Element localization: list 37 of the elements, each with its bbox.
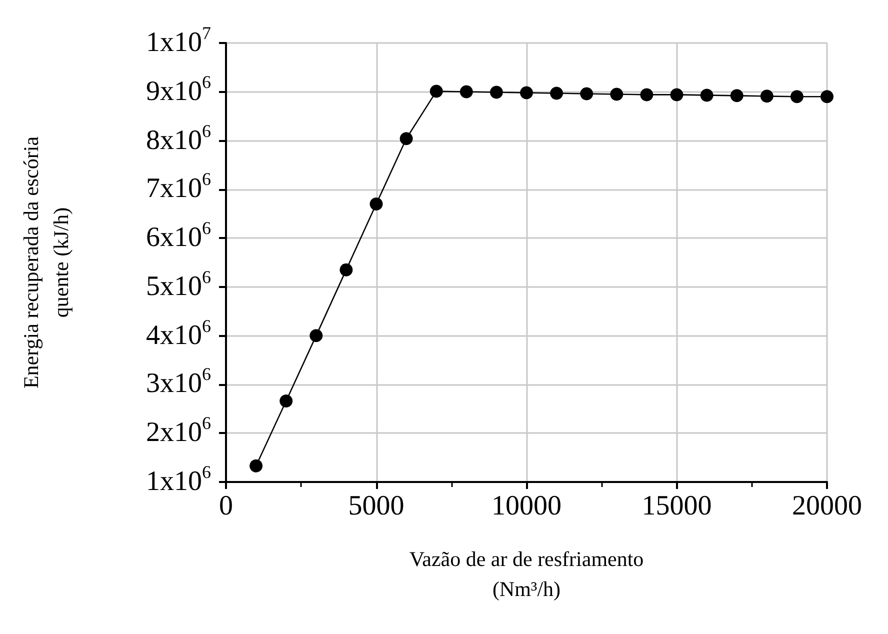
point bbox=[490, 86, 503, 99]
point bbox=[520, 86, 533, 100]
point bbox=[580, 87, 594, 100]
point bbox=[460, 85, 473, 98]
point bbox=[790, 90, 804, 104]
point bbox=[820, 90, 834, 104]
y-axis-title: Energia recuperada da escória quente (kJ/h) bbox=[19, 136, 73, 389]
y-tick-label: 6x10$^{6}$ bbox=[146, 218, 211, 254]
y-tick-label: 3x10$^{6}$ bbox=[146, 364, 211, 400]
point bbox=[370, 197, 383, 210]
y-tick-label: 1x10$^{7}$ bbox=[146, 23, 211, 58]
x-tick-label: 10000 bbox=[492, 490, 562, 522]
point bbox=[730, 89, 744, 102]
point bbox=[280, 394, 293, 408]
x-tick-label: 20000 bbox=[792, 490, 862, 522]
point bbox=[340, 263, 353, 276]
y-tick-label: 1x10$^{6}$ bbox=[146, 462, 211, 497]
x-tick-label: 5000 bbox=[348, 490, 404, 522]
y-tick-label: 9x10$^{6}$ bbox=[146, 72, 211, 107]
x-tick-label: 0 bbox=[219, 490, 233, 522]
point bbox=[640, 88, 654, 102]
point bbox=[400, 132, 413, 146]
point bbox=[310, 329, 323, 342]
point bbox=[760, 90, 774, 103]
y-tick-label: 4x10$^{6}$ bbox=[146, 316, 211, 351]
y-tick-label: 2x10$^{6}$ bbox=[146, 413, 211, 448]
point bbox=[670, 88, 684, 102]
y-tick-label: 8x10$^{6}$ bbox=[146, 120, 211, 156]
y-tick-label: 7x10$^{6}$ bbox=[146, 169, 211, 204]
x-axis-title: Vazão de ar de resfriamento (Nm³/h) bbox=[409, 547, 644, 601]
x-tick-label: 15000 bbox=[642, 490, 712, 522]
point bbox=[610, 88, 624, 101]
y-tick-label: 5x10$^{6}$ bbox=[146, 266, 211, 302]
point bbox=[700, 88, 714, 102]
point bbox=[430, 84, 443, 98]
point bbox=[550, 86, 564, 100]
point bbox=[250, 459, 263, 472]
